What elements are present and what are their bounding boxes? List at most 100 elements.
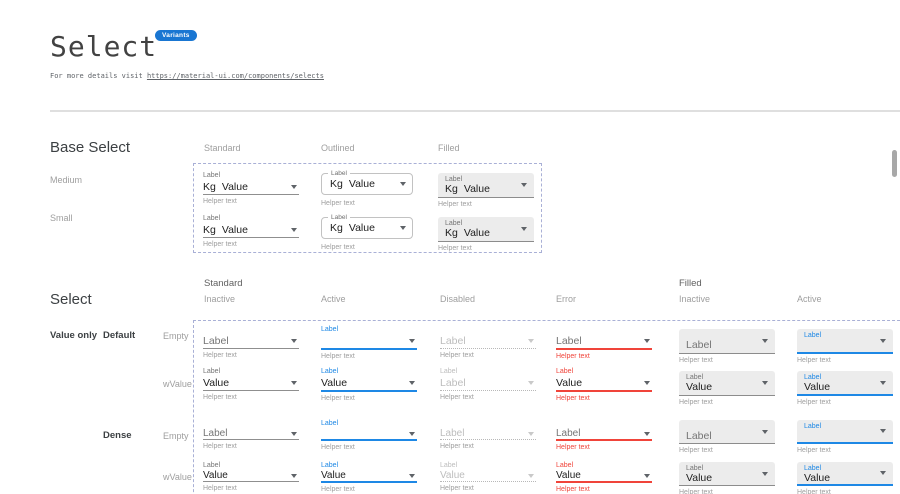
select-value: Value [556, 470, 581, 481]
select-underline [203, 390, 299, 391]
select-outlined-small: Label Kg Value Helper text [321, 214, 413, 251]
select-control[interactable]: Value [203, 376, 299, 390]
select-floating-label: Label [321, 368, 339, 375]
select-control[interactable]: Label [203, 428, 299, 439]
vertical-scrollbar-thumb[interactable] [892, 150, 897, 177]
state-header-error: Error [556, 294, 576, 304]
select-value: Value [804, 472, 831, 484]
helper-text: Helper text [438, 201, 472, 208]
section-heading-base-select: Base Select [50, 139, 131, 156]
select-control[interactable]: Label [440, 376, 536, 390]
select-underline [203, 481, 299, 482]
select-underline [203, 439, 299, 440]
row-label-small: Small [50, 213, 73, 223]
helper-text: Helper text [440, 485, 474, 492]
column-header-standard: Standard [204, 143, 241, 153]
select-floating-label: Label [556, 462, 574, 469]
select-value: Value [348, 178, 375, 190]
select-control[interactable]: Kg Value [203, 223, 299, 237]
select-floating-label: Label [804, 423, 822, 430]
select-control[interactable]: Label Kg Value [321, 214, 413, 239]
select-control[interactable]: Kg Value [203, 180, 299, 194]
select-underline [203, 194, 299, 195]
select-standard-active-dense-empty: Label Helper text [321, 420, 417, 451]
dropdown-arrow-icon [409, 431, 415, 436]
select-control[interactable]: Label Kg Value [321, 170, 413, 195]
select-standard-active-default-wvalue: Label Value Helper text [321, 368, 417, 402]
select-filled-medium: Label Kg Value Helper text [438, 173, 534, 208]
select-control[interactable]: Value [556, 470, 652, 481]
select-value: Label [203, 428, 228, 439]
select-control[interactable]: Label Value [797, 462, 893, 486]
docs-link[interactable]: https://material-ui.com/components/selec… [146, 72, 324, 80]
select-value: Value [203, 377, 230, 389]
select-control[interactable]: Label [797, 420, 893, 444]
select-control[interactable]: Label Kg Value [438, 173, 534, 198]
helper-text: Helper text [203, 352, 237, 359]
select-floating-label: Label [804, 374, 822, 381]
select-control[interactable]: Label [440, 334, 536, 348]
row-label-wvalue-default: wValue [163, 379, 192, 389]
select-control[interactable]: Value [203, 470, 299, 481]
select-standard-small: Label Kg Value Helper text [203, 215, 299, 248]
helper-text: Helper text [679, 447, 713, 454]
select-standard-active-dense-wvalue: Label Value Helper text [321, 462, 417, 493]
select-control[interactable]: Label Value [679, 462, 775, 486]
subtitle-text: For more details visit [50, 72, 147, 80]
dropdown-arrow-icon [880, 338, 886, 343]
select-control[interactable]: Label [556, 334, 652, 348]
dropdown-arrow-icon [400, 182, 406, 186]
value-adornment: Kg [330, 178, 343, 190]
select-value-row [804, 431, 886, 442]
select-control[interactable] [321, 334, 417, 348]
select-underline [440, 439, 536, 440]
select-control[interactable]: Value [321, 376, 417, 390]
group-header-filled: Filled [679, 278, 702, 289]
select-control[interactable]: Label [679, 329, 775, 354]
select-control[interactable]: Value [321, 470, 417, 481]
select-floating-label: Label [440, 462, 458, 469]
select-control[interactable]: Value [556, 376, 652, 390]
select-control[interactable]: Label [556, 428, 652, 439]
select-control[interactable]: Label Value [679, 371, 775, 396]
select-value: Value [348, 222, 375, 234]
select-value: Label [203, 335, 229, 347]
variants-badge: Variants [155, 30, 197, 41]
helper-text: Helper text [797, 489, 831, 494]
select-floating-label [556, 420, 652, 428]
helper-text: Helper text [556, 486, 590, 493]
select-filled-inactive-dense-wvalue: Label Value Helper text [679, 462, 775, 494]
helper-text: Helper text [321, 444, 355, 451]
select-value-row: Value [686, 382, 768, 393]
select-control[interactable]: Label [440, 428, 536, 439]
select-control[interactable]: Label [679, 420, 775, 444]
select-value: Value [321, 470, 346, 481]
dropdown-arrow-icon [528, 381, 534, 385]
select-value: Value [686, 381, 713, 393]
select-control[interactable]: Label [797, 329, 893, 354]
dropdown-arrow-icon [880, 380, 886, 385]
select-standard-medium: Label Kg Value Helper text [203, 172, 299, 205]
select-control[interactable]: Label [203, 334, 299, 348]
state-header-filled-active: Active [797, 294, 822, 304]
select-standard-disabled-default-wvalue: Label Label Helper text [440, 368, 536, 401]
select-value: Value [463, 183, 490, 195]
column-header-outlined: Outlined [321, 143, 355, 153]
state-header-disabled: Disabled [440, 294, 476, 304]
select-control[interactable]: Label Kg Value [438, 217, 534, 242]
select-control[interactable] [321, 428, 417, 439]
select-underline [556, 390, 652, 392]
select-matrix-frame [193, 320, 900, 494]
select-value: Label [556, 428, 581, 439]
select-control[interactable]: Label Value [797, 371, 893, 396]
select-filled-active-dense-empty: Label Helper text [797, 420, 893, 454]
select-value-row: Value [686, 473, 768, 484]
dropdown-arrow-icon [409, 473, 415, 478]
select-underline [321, 348, 417, 350]
select-control[interactable]: Value [440, 470, 536, 481]
select-outlined-medium: Label Kg Value Helper text [321, 170, 413, 207]
select-floating-label: Label [321, 462, 339, 469]
select-standard-inactive-dense-empty: Label Helper text [203, 420, 299, 450]
helper-text: Helper text [321, 200, 355, 207]
